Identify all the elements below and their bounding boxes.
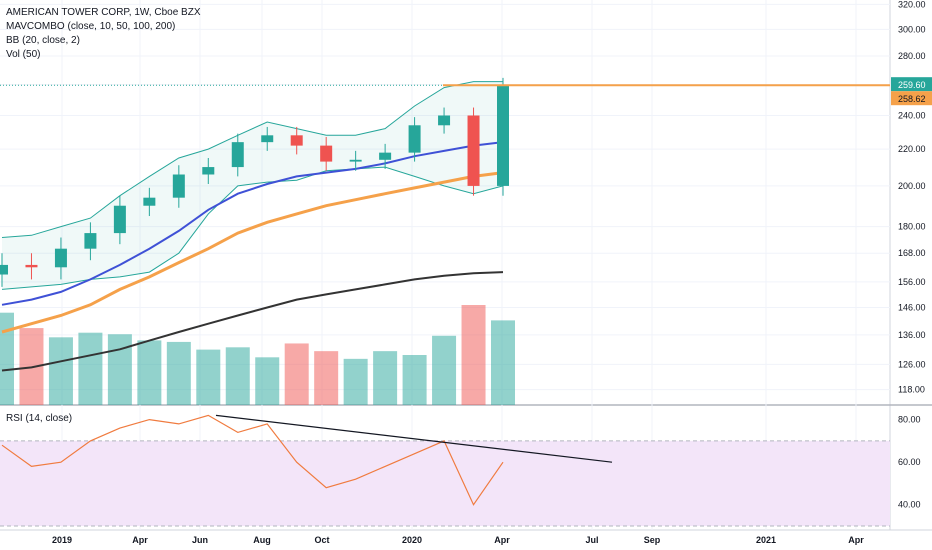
volume-bar	[314, 351, 339, 405]
candle-body	[320, 145, 333, 162]
candle-body	[349, 159, 362, 162]
volume-bar	[402, 355, 427, 405]
volume-bar	[432, 335, 457, 405]
price-tick-label: 180.00	[898, 222, 926, 232]
time-axis-label: Aug	[253, 535, 271, 545]
volume-bar	[373, 351, 398, 405]
candle-body	[172, 174, 185, 198]
candle-body	[438, 115, 451, 126]
volume-bar	[225, 347, 250, 405]
price-tick-label: 320.00	[898, 0, 926, 9]
time-axis-label: Apr	[132, 535, 148, 545]
price-tick-label: 146.00	[898, 302, 926, 312]
price-tick-label: 200.00	[898, 181, 926, 191]
candle-body	[54, 248, 67, 268]
rsi-tick-label: 40.00	[898, 500, 921, 510]
candle-body	[25, 264, 38, 268]
time-axis-label: Jun	[192, 535, 208, 545]
candle-body	[202, 167, 215, 175]
volume-bar	[107, 334, 132, 405]
ma200-line	[1, 271, 504, 372]
price-tick-label: 156.00	[898, 277, 926, 287]
volume-bar	[78, 332, 103, 405]
candle-body	[231, 142, 244, 168]
last-price-tag	[891, 77, 932, 92]
candle-body	[84, 233, 97, 249]
price-tick-label: 136.00	[898, 330, 926, 340]
rsi-legend[interactable]: RSI (14, close)	[6, 413, 73, 424]
candle-body	[408, 125, 421, 153]
price-tick-label: 126.00	[898, 359, 926, 369]
volume-bar	[284, 343, 309, 405]
price-tick-label: 240.00	[898, 111, 926, 121]
candle-body	[497, 85, 509, 186]
legend: AMERICAN TOWER CORP, 1W, Cboe BZX MAVCOM…	[6, 6, 201, 62]
candle-body	[0, 264, 8, 275]
time-axis-label: Oct	[314, 535, 329, 545]
prev-price-label: 258.62	[898, 94, 926, 104]
price-tick-label: 220.00	[898, 144, 926, 154]
time-axis-label: Apr	[494, 535, 510, 545]
price-tick-label: 280.00	[898, 51, 926, 61]
bollinger-upper	[1, 81, 503, 238]
volume-bar	[137, 340, 162, 405]
price-tick-label: 168.00	[898, 248, 926, 258]
time-axis-label: 2021	[756, 535, 776, 545]
volume-bar	[491, 320, 515, 405]
volume-bar	[166, 341, 191, 405]
candle-body	[113, 205, 126, 234]
candle-body	[379, 152, 392, 160]
candle-body	[290, 135, 303, 146]
volume-bar	[343, 358, 368, 405]
prev-price-tag	[891, 91, 932, 106]
volume-bar	[255, 357, 280, 405]
volume-bar	[461, 305, 486, 405]
rsi-tick-label: 80.00	[898, 415, 921, 425]
rsi-trendline	[215, 414, 613, 463]
symbol-title[interactable]: AMERICAN TOWER CORP, 1W, Cboe BZX	[6, 7, 201, 18]
indicator-vol[interactable]: Vol (50)	[6, 49, 41, 60]
bollinger-band-fill	[2, 81, 503, 290]
indicator-bb[interactable]: BB (20, close, 2)	[6, 35, 80, 46]
time-axis-label: 2020	[402, 535, 422, 545]
time-axis-label: Sep	[644, 535, 661, 545]
rsi-tick-label: 60.00	[898, 457, 921, 467]
volume-bar	[0, 312, 14, 405]
volume-bar	[196, 349, 221, 405]
rsi-band	[0, 440, 890, 526]
time-axis-label: Jul	[585, 535, 598, 545]
indicator-mavcombo[interactable]: MAVCOMBO (close, 10, 50, 100, 200)	[6, 21, 176, 32]
ma100-line	[1, 171, 504, 334]
volume-bar	[48, 337, 73, 405]
time-axis-label: 2019	[52, 535, 72, 545]
price-tick-label: 300.00	[898, 24, 926, 34]
rsi-line	[1, 414, 504, 506]
candle-body	[143, 197, 156, 206]
ma50-line	[1, 141, 504, 306]
candle-body	[261, 135, 274, 143]
price-tick-label: 118.00	[898, 385, 925, 395]
candle-body	[467, 115, 480, 186]
bollinger-lower	[1, 166, 504, 290]
last-price-label: 259.60	[898, 80, 926, 90]
time-axis-label: Apr	[848, 535, 864, 545]
